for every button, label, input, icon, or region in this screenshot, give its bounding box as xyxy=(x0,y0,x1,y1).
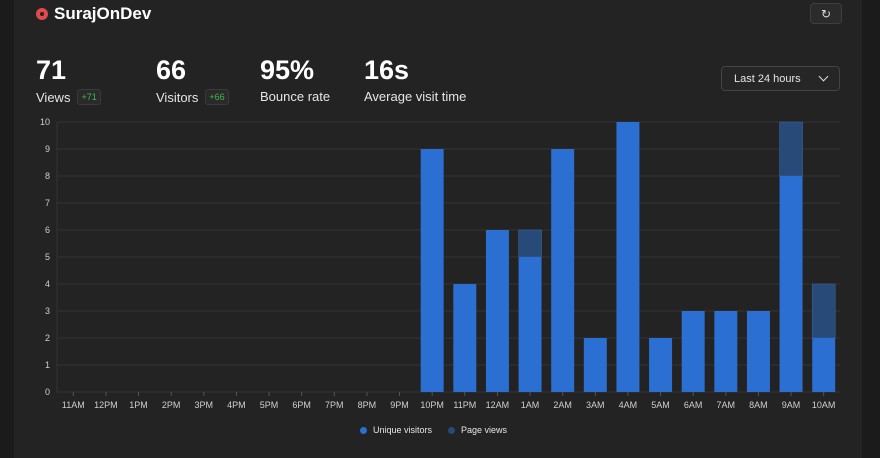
metric-views: 71 Views +71 xyxy=(36,56,101,105)
site-logo-icon xyxy=(36,8,48,20)
date-range-value: Last 24 hours xyxy=(734,72,801,85)
refresh-icon: ↻ xyxy=(820,6,832,21)
refresh-button[interactable]: ↻ xyxy=(810,3,842,24)
legend-dot-visitors xyxy=(360,426,367,434)
metric-label: Visitors xyxy=(156,89,199,105)
site-title: SurajOnDev xyxy=(54,4,152,23)
metric-label: Bounce rate xyxy=(260,89,331,104)
metric-value: 16s xyxy=(364,55,410,85)
legend-label: Page views xyxy=(461,425,508,435)
chevron-down-icon xyxy=(818,71,829,82)
change-badge: +71 xyxy=(77,89,101,105)
metric-visitors: 66 Visitors +66 xyxy=(156,56,229,105)
metric-label: Average visit time xyxy=(364,89,467,104)
metric-value: 95% xyxy=(260,55,315,85)
chart-legend: Unique visitors Page views xyxy=(360,425,507,435)
date-range-select[interactable]: Last 24 hours xyxy=(721,66,840,91)
metric-bounce-rate: 95% Bounce rate xyxy=(260,56,330,104)
legend-label: Unique visitors xyxy=(373,425,433,435)
metric-label: Views xyxy=(36,89,71,105)
metric-value: 71 xyxy=(36,55,67,85)
metric-value: 66 xyxy=(156,55,187,85)
legend-item-visitors[interactable]: Unique visitors xyxy=(360,425,432,435)
change-badge: +66 xyxy=(205,89,229,105)
legend-item-pageviews[interactable]: Page views xyxy=(448,425,507,435)
metric-visit-time: 16s Average visit time xyxy=(364,56,466,104)
header: SurajOnDev xyxy=(36,4,151,24)
legend-dot-pageviews xyxy=(448,426,456,434)
